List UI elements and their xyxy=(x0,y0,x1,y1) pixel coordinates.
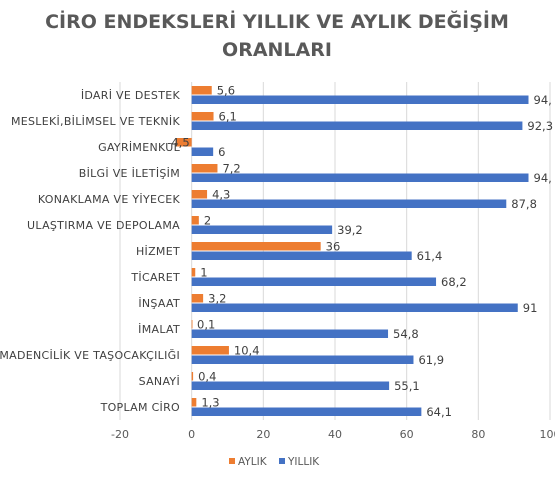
category-label: MESLEKİ,BİLİMSEL VE TEKNİK xyxy=(11,115,180,128)
aylik-bar xyxy=(192,320,193,329)
yillik-data-label: 54,8 xyxy=(393,327,419,341)
aylik-data-label: 36 xyxy=(326,239,341,253)
aylik-data-label: 3,2 xyxy=(208,291,226,305)
yillik-bar xyxy=(192,252,412,261)
yillik-data-label: 61,4 xyxy=(417,249,443,263)
x-tick-label: 0 xyxy=(188,428,195,441)
aylik-legend-swatch xyxy=(229,458,235,464)
yillik-data-label: 39,2 xyxy=(337,223,363,237)
aylik-data-label: 5,6 xyxy=(217,83,235,97)
category-label: İMALAT xyxy=(138,323,180,336)
aylik-data-label: -4,5 xyxy=(167,135,189,149)
aylik-bar xyxy=(192,372,193,381)
yillik-data-label: 61,9 xyxy=(418,353,444,367)
yillik-data-label: 94, xyxy=(534,93,552,107)
aylik-bar xyxy=(192,346,229,355)
x-tick-label: 40 xyxy=(328,428,342,441)
yillik-data-label: 6 xyxy=(218,145,225,159)
x-tick-labels: -20 0 20 40 60 80 100 xyxy=(111,428,555,441)
aylik-data-label: 10,4 xyxy=(234,343,260,357)
x-tick-label: 100 xyxy=(540,428,555,441)
aylik-data-label: 1 xyxy=(200,265,207,279)
chart-title-line: CİRO ENDEKSLERİ YILLIK VE AYLIK DEĞİŞİM xyxy=(45,9,509,33)
yillik-data-label: 68,2 xyxy=(441,275,467,289)
yillik-data-label: 64,1 xyxy=(426,405,452,419)
chart-title-line: ORANLARI xyxy=(222,39,332,61)
category-label: ULAŞTIRMA VE DEPOLAMA xyxy=(27,219,180,232)
aylik-bar xyxy=(192,398,197,407)
yillik-data-label: 91 xyxy=(523,301,538,315)
yillik-legend-swatch xyxy=(279,458,285,464)
yillik-bar xyxy=(192,122,523,131)
yillik-bar xyxy=(192,382,389,391)
category-label: MADENCİLİK VE TAŞOCAKÇILIĞI xyxy=(0,349,180,362)
aylik-data-label: 0,4 xyxy=(198,369,216,383)
aylik-bar xyxy=(192,164,218,173)
category-label: KONAKLAMA VE YİYECEK xyxy=(38,193,181,206)
x-tick-label: 20 xyxy=(256,428,270,441)
aylik-bar xyxy=(192,216,199,225)
aylik-bar xyxy=(192,86,212,95)
aylik-data-label: 1,3 xyxy=(201,395,219,409)
legend: AYLIK YILLIK xyxy=(229,456,320,468)
category-label: HİZMET xyxy=(136,245,180,258)
category-label: SANAYİ xyxy=(139,375,180,388)
yillik-data-label: 94, xyxy=(534,171,552,185)
aylik-legend-label: AYLIK xyxy=(238,456,268,468)
yillik-legend-label: YILLIK xyxy=(287,456,320,468)
yillik-bar xyxy=(192,96,529,105)
category-label: İDARİ VE DESTEK xyxy=(81,89,181,102)
yillik-bar xyxy=(192,408,422,417)
yillik-data-label: 55,1 xyxy=(394,379,420,393)
category-label: TOPLAM CİRO xyxy=(100,401,180,414)
aylik-bar xyxy=(192,268,196,277)
category-label: TİCARET xyxy=(130,271,180,284)
aylik-bar xyxy=(192,242,321,251)
x-tick-label: -20 xyxy=(111,428,129,441)
aylik-bar xyxy=(192,190,207,199)
yillik-data-label: 92,3 xyxy=(527,119,553,133)
data-labels: 5,6 94, 6,1 92,3 -4,5 6 7,2 94, 4,3 87,8 2 39,2 36 61… xyxy=(167,83,553,419)
bars xyxy=(176,86,529,416)
x-tick-label: 80 xyxy=(471,428,485,441)
yillik-bar xyxy=(192,304,518,313)
yillik-bar xyxy=(192,200,507,209)
aylik-data-label: 0,1 xyxy=(197,317,215,331)
aylik-data-label: 4,3 xyxy=(212,187,230,201)
x-tick-label: 60 xyxy=(400,428,414,441)
aylik-data-label: 2 xyxy=(204,213,211,227)
yillik-bar xyxy=(192,330,388,339)
yillik-bar xyxy=(192,226,332,235)
yillik-data-label: 87,8 xyxy=(511,197,537,211)
aylik-bar xyxy=(192,294,203,303)
chart-title: CİRO ENDEKSLERİ YILLIK VE AYLIK DEĞİŞİM O… xyxy=(45,9,509,61)
yillik-bar xyxy=(192,356,414,365)
yillik-bar xyxy=(192,148,214,157)
aylik-data-label: 6,1 xyxy=(219,109,237,123)
category-labels: İDARİ VE DESTEK MESLEKİ,BİLİMSEL VE TEKNİ… xyxy=(0,89,181,414)
aylik-data-label: 7,2 xyxy=(222,161,240,175)
yillik-bar xyxy=(192,278,436,287)
category-label: İNŞAAT xyxy=(138,297,180,310)
aylik-bar xyxy=(192,112,214,121)
category-label: BİLGİ VE İLETİŞİM xyxy=(79,167,180,180)
yillik-bar xyxy=(192,174,529,183)
